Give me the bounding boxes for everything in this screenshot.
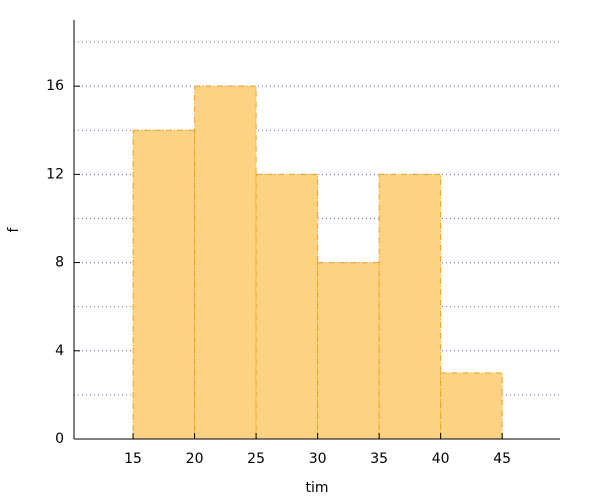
x-tick-label: 40 (432, 451, 450, 467)
bar (440, 372, 503, 440)
bar (317, 262, 380, 440)
bar (378, 173, 442, 440)
x-tick-label: 45 (493, 451, 511, 467)
bar (194, 85, 257, 440)
y-tick-label: 0 (55, 431, 64, 447)
x-tick-label: 30 (309, 451, 327, 467)
x-tick-label: 15 (124, 451, 142, 467)
x-tick-label: 25 (247, 451, 265, 467)
y-tick-label: 8 (55, 255, 64, 271)
y-axis-label: f (6, 226, 22, 232)
y-tick-label: 16 (46, 78, 64, 94)
bar (132, 129, 196, 440)
y-tick-label: 4 (55, 343, 64, 359)
x-tick-label: 20 (186, 451, 204, 467)
x-axis-label: tim (305, 480, 328, 496)
x-tick-label: 35 (370, 451, 388, 467)
bar (255, 173, 319, 440)
y-tick-label: 12 (46, 166, 64, 182)
